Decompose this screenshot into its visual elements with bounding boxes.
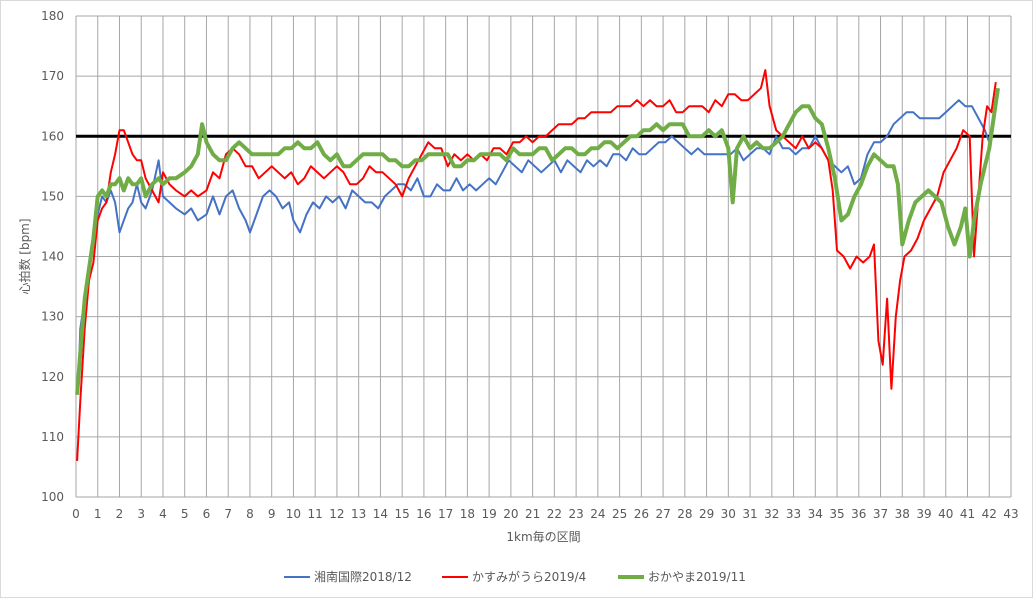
- x-tick-label: 10: [286, 507, 301, 521]
- x-tick-label: 0: [72, 507, 80, 521]
- x-tick-label: 7: [224, 507, 232, 521]
- x-tick-label: 24: [590, 507, 605, 521]
- y-tick-label: 110: [41, 430, 64, 444]
- x-tick-label: 28: [677, 507, 692, 521]
- series-line-1: [77, 99, 995, 389]
- x-tick-label: 6: [203, 507, 211, 521]
- legend-label: かすみがうら2019/4: [472, 569, 586, 584]
- x-tick-label: 19: [481, 507, 496, 521]
- y-tick-label: 180: [41, 9, 64, 23]
- x-tick-label: 9: [268, 507, 276, 521]
- y-tick-label: 150: [41, 189, 64, 203]
- x-tick-label: 33: [786, 507, 801, 521]
- x-tick-label: 12: [329, 507, 344, 521]
- x-tick-label: 16: [416, 507, 431, 521]
- y-tick-label: 140: [41, 250, 64, 264]
- legend: 湘南国際2018/12 かすみがうら2019/4 おかやま2019/11: [284, 569, 746, 584]
- x-tick-label: 41: [960, 507, 975, 521]
- x-tick-label: 40: [938, 507, 953, 521]
- series-line-2: [76, 69, 997, 461]
- x-tick-label: 18: [460, 507, 475, 521]
- x-tick-label: 3: [137, 507, 145, 521]
- legend-label: おかやま2019/11: [648, 570, 746, 584]
- x-tick-label: 14: [373, 507, 388, 521]
- x-tick-label: 30: [721, 507, 736, 521]
- x-tick-label: 15: [395, 507, 410, 521]
- x-tick-label: 36: [851, 507, 866, 521]
- x-tick-label: 39: [916, 507, 931, 521]
- x-tick-label: 29: [699, 507, 714, 521]
- y-tick-label: 130: [41, 310, 64, 324]
- x-tick-label: 26: [634, 507, 649, 521]
- x-tick-label: 32: [764, 507, 779, 521]
- x-tick-label: 35: [829, 507, 844, 521]
- x-tick-label: 23: [568, 507, 583, 521]
- y-tick-label: 170: [41, 69, 64, 83]
- x-tick-label: 20: [503, 507, 518, 521]
- x-tick-label: 27: [655, 507, 670, 521]
- series-line-3: [75, 87, 1000, 395]
- x-tick-label: 43: [1003, 507, 1018, 521]
- x-tick-label: 21: [525, 507, 540, 521]
- legend-label: 湘南国際2018/12: [314, 569, 412, 584]
- series-group: [75, 69, 1000, 461]
- tick-labels: 0 1 2 3 4 5 6 7 8 9 10 11 12 13 14 15 16 17 18 19 20 21 22 23 24…: [41, 9, 1019, 521]
- x-tick-label: 4: [159, 507, 167, 521]
- y-tick-label: 120: [41, 370, 64, 384]
- y-tick-label: 160: [41, 129, 64, 143]
- x-tick-label: 13: [351, 507, 366, 521]
- x-axis-title: 1km毎の区間: [506, 529, 580, 544]
- x-tick-label: 17: [438, 507, 453, 521]
- y-axis-title: 心拍数 [bpm]: [17, 218, 32, 294]
- x-tick-label: 31: [742, 507, 757, 521]
- x-tick-label: 8: [246, 507, 254, 521]
- x-tick-label: 11: [308, 507, 323, 521]
- x-tick-label: 1: [94, 507, 102, 521]
- x-tick-label: 37: [873, 507, 888, 521]
- x-tick-label: 22: [547, 507, 562, 521]
- x-tick-label: 34: [808, 507, 823, 521]
- x-tick-label: 38: [895, 507, 910, 521]
- y-tick-label: 100: [41, 490, 64, 504]
- x-tick-label: 25: [612, 507, 627, 521]
- x-tick-label: 5: [181, 507, 189, 521]
- x-tick-label: 2: [116, 507, 124, 521]
- x-tick-label: 42: [982, 507, 997, 521]
